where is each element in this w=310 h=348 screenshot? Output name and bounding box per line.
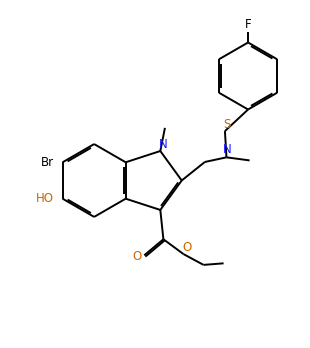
Text: S: S <box>223 118 230 131</box>
Text: Br: Br <box>41 156 54 169</box>
Text: O: O <box>133 250 142 263</box>
Text: N: N <box>223 143 232 156</box>
Text: HO: HO <box>36 192 54 205</box>
Text: O: O <box>182 241 191 254</box>
Text: F: F <box>245 18 251 31</box>
Text: N: N <box>159 139 168 151</box>
